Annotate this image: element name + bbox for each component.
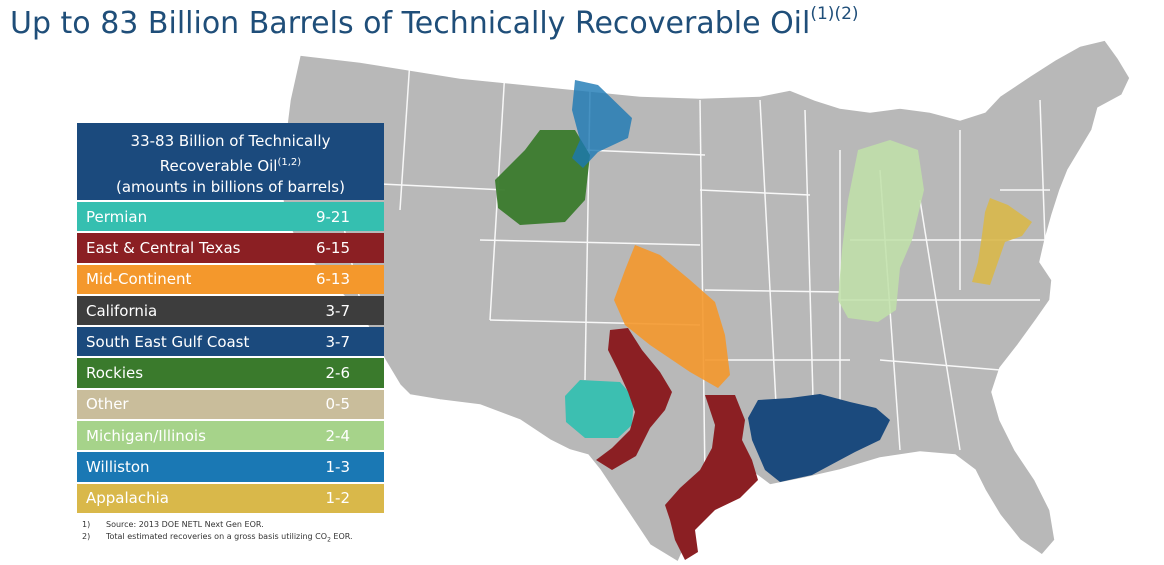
region-south-east-gulf-coast xyxy=(748,394,890,482)
region-williston xyxy=(572,80,632,168)
legend-header-line3: (amounts in billions of barrels) xyxy=(116,178,345,196)
footnotes: 1) Source: 2013 DOE NETL Next Gen EOR. 2)… xyxy=(82,519,353,547)
legend-rows: Permian 9-21 East & Central Texas 6-15 Mid-C… xyxy=(77,202,384,513)
legend-row-value: 1-3 xyxy=(325,458,351,477)
region-rockies xyxy=(495,130,590,225)
legend-row: Rockies 2-6 xyxy=(77,358,384,388)
page-title-footnote-marker: (1)(2) xyxy=(810,4,859,24)
legend-row-value: 2-4 xyxy=(325,426,351,445)
legend-row-value: 6-13 xyxy=(315,270,350,289)
legend-row-value: 3-7 xyxy=(325,332,351,351)
legend-row-name: Mid-Continent xyxy=(86,270,192,289)
legend-row-name: Appalachia xyxy=(86,489,169,508)
legend-row: Mid-Continent 6-13 xyxy=(77,264,384,294)
legend-row: Other 0-5 xyxy=(77,389,384,420)
legend-header-line2: Recoverable Oil(1,2) xyxy=(77,152,384,177)
region-east-central-texas-west xyxy=(596,328,672,470)
footnote-2-tail: EOR. xyxy=(330,532,353,541)
legend-row-name: California xyxy=(86,301,158,320)
footnote-2: 2) Total estimated recoveries on a gross … xyxy=(82,531,353,547)
legend-row-name: East & Central Texas xyxy=(86,238,241,257)
legend-row-value: 6-15 xyxy=(315,238,350,257)
region-appalachia xyxy=(972,198,1032,285)
legend-row-value: 1-2 xyxy=(325,489,351,508)
region-permian xyxy=(565,380,634,438)
region-michigan-illinois xyxy=(838,140,924,322)
legend-row-value: 2-6 xyxy=(325,364,351,383)
page-title-text: Up to 83 Billion Barrels of Technically … xyxy=(10,6,811,41)
legend-row-name: Williston xyxy=(86,458,150,477)
region-east-central-texas-east xyxy=(665,395,758,560)
legend-header: 33-83 Billion of Technically Recoverable… xyxy=(77,123,384,200)
legend-header-line1: 33-83 Billion of Technically xyxy=(130,132,331,150)
legend-row-name: Rockies xyxy=(86,364,144,383)
footnote-1: 1) Source: 2013 DOE NETL Next Gen EOR. xyxy=(82,519,353,531)
legend-row-value: 9-21 xyxy=(315,207,350,226)
legend-row-name: Other xyxy=(86,395,129,414)
legend-row: South East Gulf Coast 3-7 xyxy=(77,327,384,357)
legend-header-line2-text: Recoverable Oil xyxy=(159,157,278,175)
page-title: Up to 83 Billion Barrels of Technically … xyxy=(10,4,859,41)
legend-row: Michigan/Illinois 2-4 xyxy=(77,421,384,451)
footnote-1-number: 1) xyxy=(82,520,91,529)
region-mid-continent xyxy=(614,245,730,388)
legend-row: Williston 1-3 xyxy=(77,452,384,482)
legend-row-value: 0-5 xyxy=(325,395,351,414)
legend-row: Permian 9-21 xyxy=(77,202,384,232)
legend-header-footnote-marker: (1,2) xyxy=(277,157,302,168)
footnote-2-number: 2) xyxy=(82,532,91,541)
legend-row: Appalachia 1-2 xyxy=(77,483,384,513)
legend-row-name: South East Gulf Coast xyxy=(86,332,250,351)
footnote-1-text: Source: 2013 DOE NETL Next Gen EOR. xyxy=(106,520,264,529)
legend-row-value: 3-7 xyxy=(325,301,351,320)
legend-row-name: Permian xyxy=(86,207,148,226)
footnote-2-subscript: 2 xyxy=(327,536,331,544)
legend-row-name: Michigan/Illinois xyxy=(86,426,206,445)
legend-row: California 3-7 xyxy=(77,295,384,326)
legend-table: 33-83 Billion of Technically Recoverable… xyxy=(77,123,384,513)
footnote-2-text: Total estimated recoveries on a gross ba… xyxy=(106,532,328,541)
legend-row: East & Central Texas 6-15 xyxy=(77,233,384,263)
